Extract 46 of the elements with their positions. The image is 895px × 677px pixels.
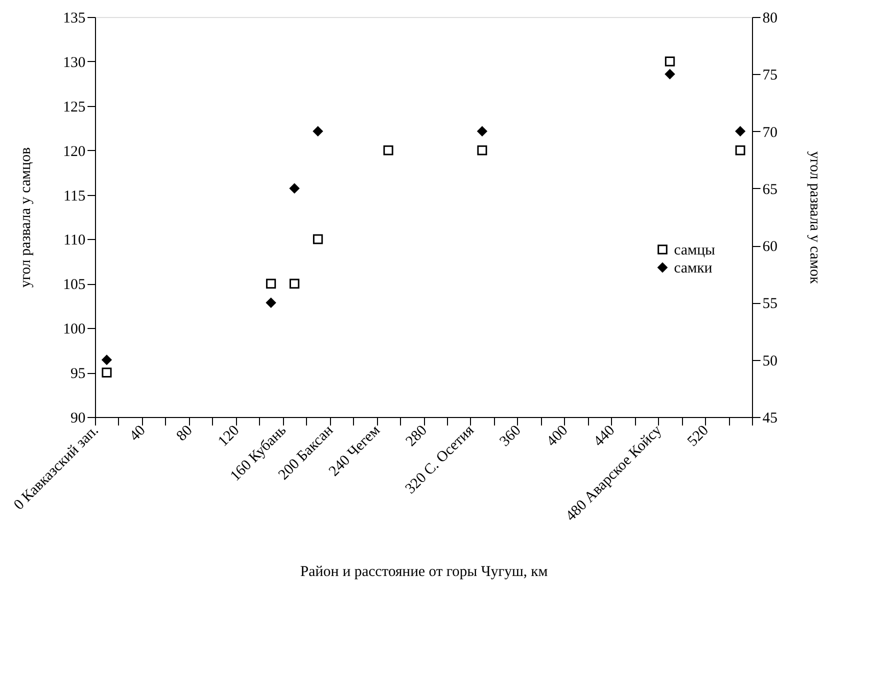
point xyxy=(312,126,323,136)
point xyxy=(735,145,746,156)
point xyxy=(290,278,300,289)
legend-label: самцы xyxy=(674,242,716,258)
point xyxy=(477,126,488,136)
y2-axis-title: угол развала у самок xyxy=(806,151,822,284)
legend-label: самки xyxy=(674,260,712,276)
y-tick-label: 135 xyxy=(63,10,86,26)
y2-tick-label: 50 xyxy=(762,353,778,370)
point xyxy=(735,126,746,136)
y-tick-label: 95 xyxy=(70,366,86,382)
y2-tick-label: 75 xyxy=(762,68,778,84)
point xyxy=(477,145,488,156)
y-tick-label: 130 xyxy=(63,54,86,71)
x-tick-label: 40 xyxy=(126,422,149,444)
point xyxy=(290,183,300,194)
y2-tick-label: 80 xyxy=(762,10,778,26)
y2-tick-label: 65 xyxy=(762,182,778,198)
x-tick-label: 280 xyxy=(403,422,430,450)
y-tick-label: 115 xyxy=(64,188,86,204)
y2-tick-label: 45 xyxy=(762,410,778,426)
x-tick-label: 120 xyxy=(215,422,243,450)
y-tick-label: 120 xyxy=(63,144,86,160)
y-tick-label: 125 xyxy=(63,99,86,116)
point xyxy=(266,278,276,289)
point xyxy=(664,56,675,66)
x-tick-label: 80 xyxy=(174,422,196,444)
point xyxy=(312,234,323,244)
point xyxy=(266,298,276,308)
point xyxy=(664,69,675,80)
y-tick-label: 90 xyxy=(70,410,86,426)
point xyxy=(102,354,112,365)
point xyxy=(383,145,394,156)
x-tick-label: 400 xyxy=(544,422,572,450)
y-tick-label: 110 xyxy=(64,232,86,249)
x-tick-label: 440 xyxy=(590,422,618,450)
y2-tick-label: 70 xyxy=(762,124,778,141)
x-tick-label: 520 xyxy=(684,422,712,450)
y2-tick-label: 55 xyxy=(762,296,778,312)
x-axis-title: Район и расстояние от горы Чугуш, км xyxy=(300,564,548,580)
y-tick-label: 105 xyxy=(63,277,86,294)
point xyxy=(102,368,112,378)
y2-tick-label: 60 xyxy=(762,239,778,256)
y-axis-title: угол развала у самцов xyxy=(18,147,34,288)
x-tick-label: 360 xyxy=(496,422,524,450)
y-tick-label: 100 xyxy=(63,322,86,338)
